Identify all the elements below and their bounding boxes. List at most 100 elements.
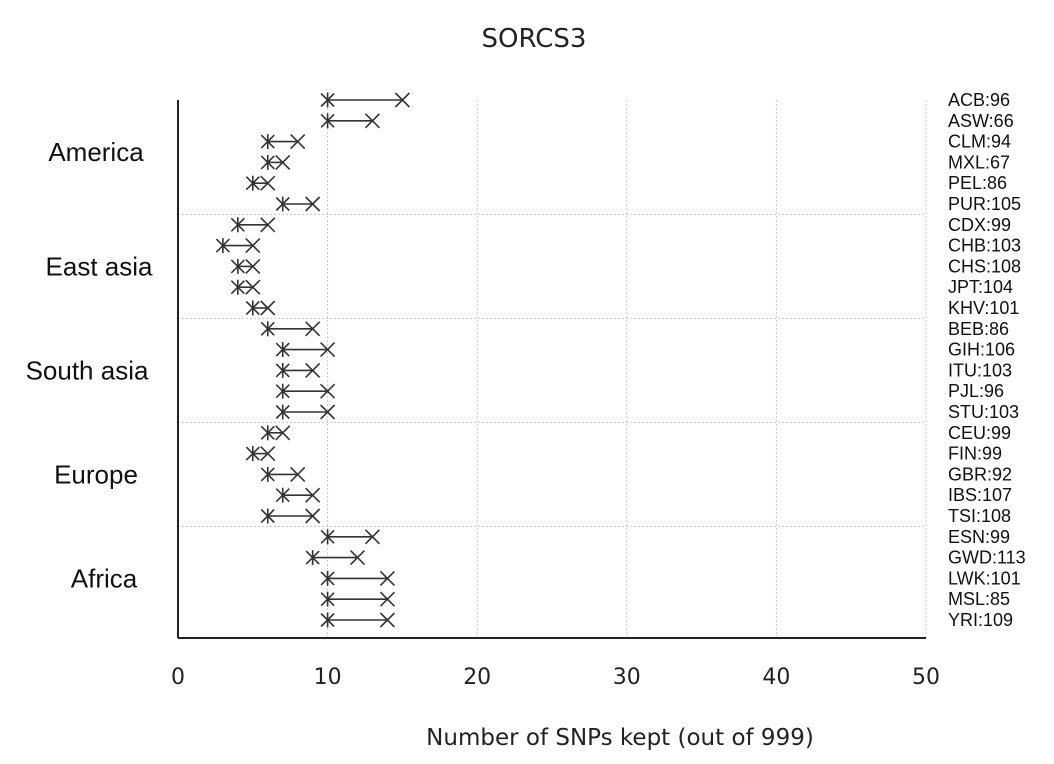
cross-marker [260,446,276,462]
star-marker [260,508,275,524]
x-tick-label: 20 [463,665,491,690]
population-label: PUR:105 [948,194,1021,214]
population-label: MSL:85 [948,589,1010,609]
region-label: America [48,137,144,167]
star-marker [230,217,245,233]
row-marks [320,591,396,607]
population-label: PJL:96 [948,381,1004,401]
x-tick-label: 10 [314,665,342,690]
region-label: East asia [46,251,153,281]
cross-marker [245,258,261,274]
cross-marker [260,300,276,316]
cross-marker [305,508,321,524]
star-marker [320,113,335,129]
cross-marker [379,591,396,607]
population-label: LWK:101 [948,568,1021,588]
cross-marker [320,342,336,358]
population-label: CHB:103 [948,236,1021,256]
grid [178,100,927,638]
region-labels: America East asia South asia Europe Africa [26,137,153,593]
population-label: ACB:96 [948,90,1010,110]
star-marker [320,612,335,628]
star-marker [260,154,275,170]
row-marks [230,258,261,274]
population-label: CEU:99 [948,423,1011,443]
row-marks [215,238,261,254]
star-marker [275,487,290,503]
population-labels: ACB:96ASW:66CLM:94MXL:67PEL:86PUR:105CDX… [948,90,1026,630]
population-label: GIH:106 [948,340,1015,360]
row-marks [275,404,336,420]
row-marks [320,92,410,108]
data-marks [215,92,410,628]
x-tick-label: 50 [912,665,940,690]
cross-marker [305,321,321,337]
cross-marker [260,175,276,191]
population-label: CDX:99 [948,215,1011,235]
star-marker [245,446,260,462]
cross-marker [349,550,366,566]
region-label: South asia [26,355,149,385]
row-marks [230,279,261,295]
population-label: MXL:67 [948,152,1010,172]
row-marks [260,321,321,337]
star-marker [230,258,245,274]
star-marker [260,321,275,337]
row-marks [320,612,396,628]
star-marker [320,570,335,586]
population-label: CHS:108 [948,256,1021,276]
row-marks [320,570,396,586]
cross-marker [379,612,396,628]
cross-marker [305,487,321,503]
population-label: STU:103 [948,402,1019,422]
star-marker [275,404,290,420]
star-marker [230,279,245,295]
region-label: Europe [54,459,138,489]
x-axis-label: Number of SNPs kept (out of 999) [426,725,814,751]
star-marker [305,550,320,566]
row-marks [260,508,321,524]
star-marker [260,134,275,150]
row-marks [275,487,321,503]
cross-marker [275,425,291,441]
row-marks [275,196,321,212]
row-marks [260,425,291,441]
cross-marker [305,362,321,378]
x-tick-label: 0 [171,665,185,690]
population-label: ESN:99 [948,527,1010,547]
row-marks [260,154,291,170]
chart-title: SORCS3 [482,24,587,54]
cross-marker [394,92,410,108]
star-marker [215,238,230,254]
star-marker [275,362,290,378]
star-marker [275,342,290,358]
row-marks [275,383,336,399]
population-label: ASW:66 [948,111,1014,131]
cross-marker [305,196,321,212]
row-marks [230,217,276,233]
row-marks [275,342,336,358]
row-marks [260,134,306,150]
star-marker [320,529,335,545]
cross-marker [290,134,306,150]
region-label: Africa [71,563,138,593]
row-marks [245,446,276,462]
cross-marker [260,217,276,233]
cross-marker [320,404,336,420]
cross-marker [245,238,261,254]
x-tick-label: 30 [613,665,641,690]
cross-marker [364,113,381,129]
population-label: JPT:104 [948,277,1013,297]
row-marks [275,362,321,378]
population-label: YRI:109 [948,610,1013,630]
star-marker [245,300,260,316]
row-marks [260,466,306,482]
population-label: KHV:101 [948,298,1019,318]
star-marker [320,92,335,108]
row-marks [305,550,366,566]
x-tick-labels: 0 10 20 30 40 50 [171,665,940,690]
population-label: CLM:94 [948,132,1011,152]
star-marker [275,383,290,399]
cross-marker [275,154,291,170]
